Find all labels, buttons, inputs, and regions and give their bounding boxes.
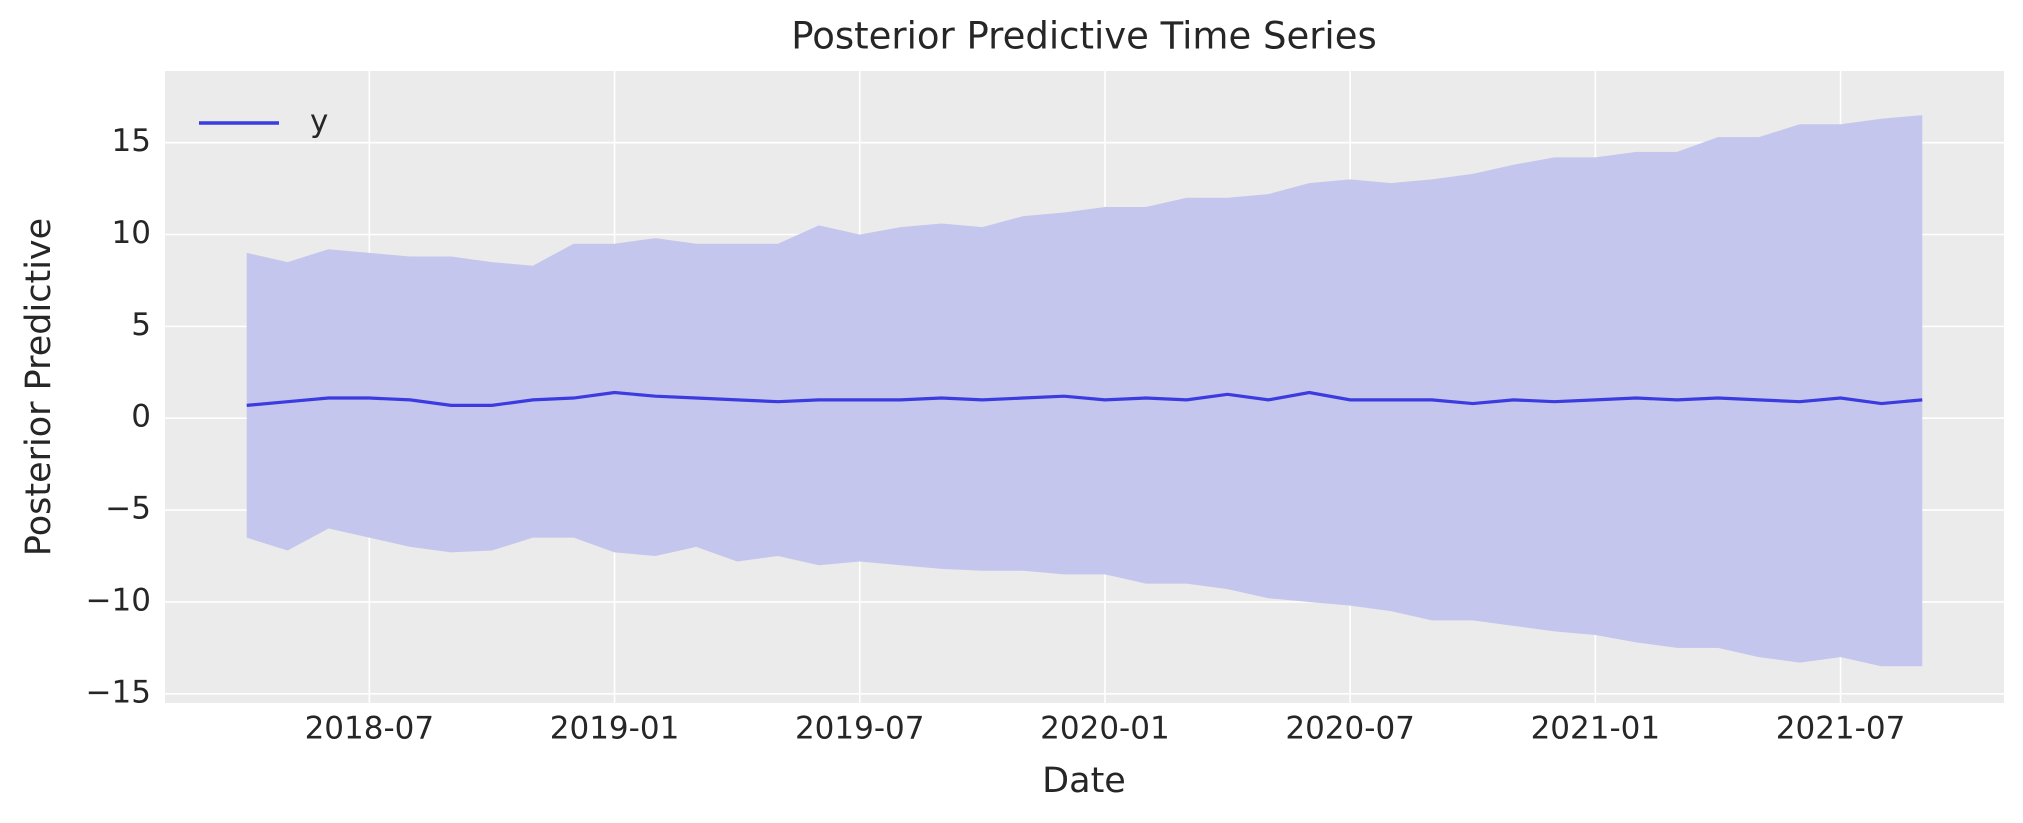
x-axis-label: Date <box>1042 761 1126 801</box>
x-tick-label: 2021-01 <box>1531 711 1661 747</box>
y-axis-label: Posterior Predictive <box>19 218 59 556</box>
y-tick-label: 10 <box>112 215 151 251</box>
legend-label: y <box>310 104 328 140</box>
y-tick-label: 0 <box>131 399 151 435</box>
x-tick-label: 2020-01 <box>1040 711 1170 747</box>
x-tick-label: 2019-07 <box>795 711 925 747</box>
y-tick-label: −10 <box>86 582 151 618</box>
y-tick-label: 5 <box>131 307 151 343</box>
y-tick-label: −15 <box>86 674 151 710</box>
x-tick-label: 2018-07 <box>305 711 435 747</box>
x-tick-label: 2020-07 <box>1285 711 1415 747</box>
x-tick-label: 2019-01 <box>550 711 680 747</box>
y-tick-label: 15 <box>112 123 151 159</box>
series-line <box>246 390 1923 407</box>
y-tick-label: −5 <box>105 491 151 527</box>
x-tick-label: 2021-07 <box>1776 711 1906 747</box>
credible-band <box>246 115 1923 667</box>
chart-title: Posterior Predictive Time Series <box>791 15 1377 58</box>
